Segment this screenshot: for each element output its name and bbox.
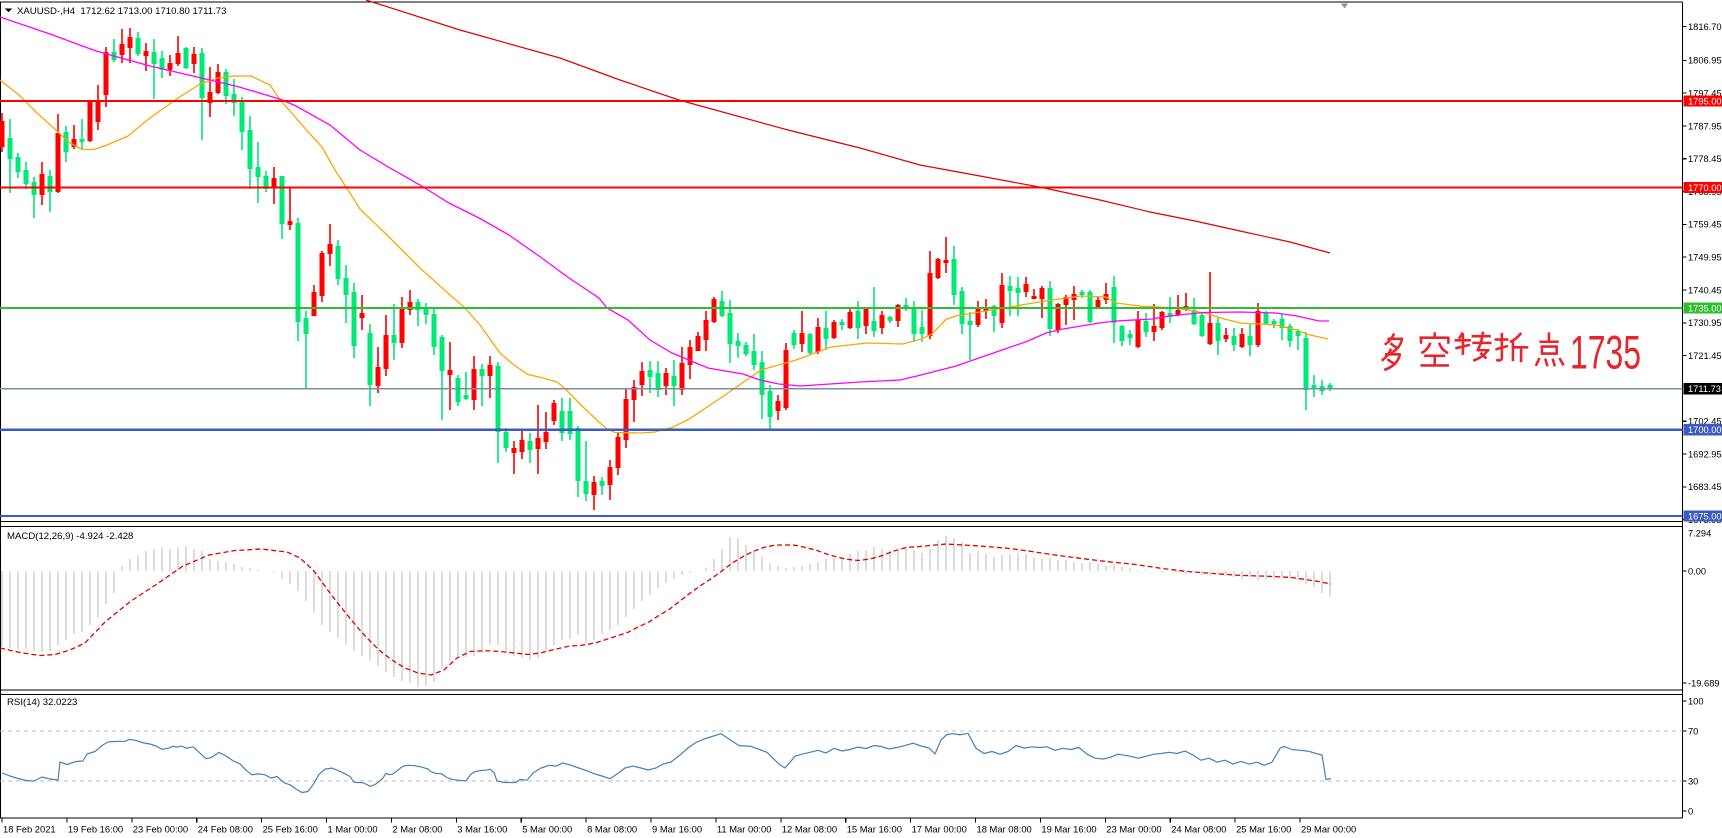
svg-text:24 Mar 08:00: 24 Mar 08:00 [1171, 824, 1226, 835]
svg-text:2 Mar 08:00: 2 Mar 08:00 [392, 824, 442, 835]
svg-text:0.00: 0.00 [1688, 566, 1706, 576]
svg-text:-19.689: -19.689 [1688, 678, 1720, 688]
svg-text:RSI(14) 32.0223: RSI(14) 32.0223 [7, 697, 77, 708]
svg-text:1797.45: 1797.45 [1688, 89, 1722, 99]
svg-text:17 Mar 00:00: 17 Mar 00:00 [912, 824, 967, 835]
svg-text:1770.00: 1770.00 [1688, 183, 1722, 193]
svg-text:MACD(12,26,9) -4.924 -2.428: MACD(12,26,9) -4.924 -2.428 [7, 531, 133, 542]
svg-text:1778.45: 1778.45 [1688, 154, 1722, 164]
svg-text:1749.95: 1749.95 [1688, 253, 1722, 263]
svg-text:5 Mar 00:00: 5 Mar 00:00 [522, 824, 572, 835]
svg-text:1795.00: 1795.00 [1688, 96, 1722, 106]
svg-text:XAUUSD-,H4 1712.62 1713.00 17: XAUUSD-,H4 1712.62 1713.00 1710.80 1711.… [17, 6, 226, 17]
svg-text:1787.95: 1787.95 [1688, 121, 1722, 131]
svg-text:19 Feb 16:00: 19 Feb 16:00 [68, 824, 123, 835]
svg-text:18 Feb 2021: 18 Feb 2021 [3, 824, 56, 835]
svg-text:0: 0 [1688, 806, 1693, 816]
svg-text:15 Mar 16:00: 15 Mar 16:00 [847, 824, 902, 835]
svg-text:1721.45: 1721.45 [1688, 351, 1722, 361]
svg-text:100: 100 [1688, 696, 1704, 706]
svg-text:23 Mar 00:00: 23 Mar 00:00 [1106, 824, 1161, 835]
svg-text:1730.95: 1730.95 [1688, 318, 1722, 328]
svg-text:7.294: 7.294 [1688, 528, 1711, 538]
svg-text:1700.00: 1700.00 [1688, 425, 1722, 435]
svg-text:25 Feb 16:00: 25 Feb 16:00 [263, 824, 318, 835]
svg-text:29 Mar 00:00: 29 Mar 00:00 [1301, 824, 1356, 835]
svg-text:23 Feb 00:00: 23 Feb 00:00 [133, 824, 188, 835]
svg-text:1683.45: 1683.45 [1688, 482, 1722, 492]
svg-text:1711.73: 1711.73 [1688, 384, 1721, 394]
svg-text:25 Mar 16:00: 25 Mar 16:00 [1236, 824, 1291, 835]
svg-text:1806.95: 1806.95 [1688, 56, 1722, 66]
svg-text:1735.00: 1735.00 [1688, 303, 1722, 313]
svg-text:19 Mar 16:00: 19 Mar 16:00 [1041, 824, 1096, 835]
svg-text:1740.45: 1740.45 [1688, 285, 1722, 295]
svg-text:1816.70: 1816.70 [1688, 22, 1722, 32]
svg-text:30: 30 [1688, 776, 1698, 786]
svg-text:1675.00: 1675.00 [1688, 511, 1722, 521]
svg-text:1735: 1735 [1570, 326, 1641, 379]
svg-text:8 Mar 08:00: 8 Mar 08:00 [587, 824, 637, 835]
svg-text:11 Mar 00:00: 11 Mar 00:00 [717, 824, 772, 835]
svg-text:1 Mar 00:00: 1 Mar 00:00 [328, 824, 378, 835]
svg-text:9 Mar 16:00: 9 Mar 16:00 [652, 824, 702, 835]
svg-text:1759.45: 1759.45 [1688, 220, 1722, 230]
svg-text:3 Mar 16:00: 3 Mar 16:00 [457, 824, 507, 835]
svg-text:18 Mar 08:00: 18 Mar 08:00 [977, 824, 1032, 835]
svg-text:70: 70 [1688, 726, 1698, 736]
svg-text:1702.45: 1702.45 [1688, 417, 1722, 427]
svg-text:1692.95: 1692.95 [1688, 449, 1722, 459]
svg-text:12 Mar 08:00: 12 Mar 08:00 [782, 824, 837, 835]
svg-text:24 Feb 08:00: 24 Feb 08:00 [198, 824, 253, 835]
